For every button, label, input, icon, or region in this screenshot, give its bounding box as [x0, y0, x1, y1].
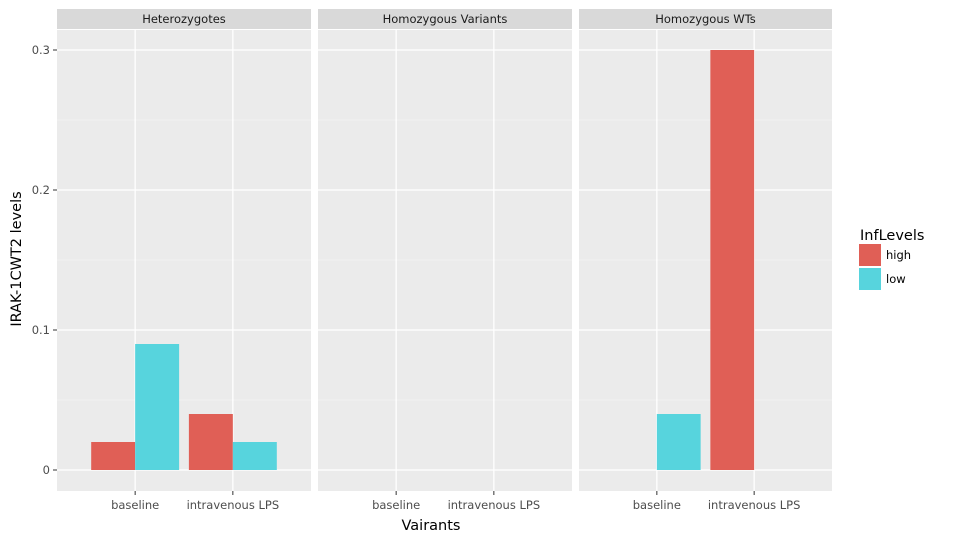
y-axis-title: IRAK-1CWT2 levels [9, 191, 25, 326]
x-tick-label: intravenous LPS [708, 498, 801, 512]
facet-strip [57, 9, 311, 29]
y-tick-label: 0 [43, 463, 50, 477]
facet-strip-label: Homozygous WTs [655, 12, 756, 26]
legend-key-high [859, 244, 881, 266]
bar-low [135, 344, 180, 470]
x-tick-label: intravenous LPS [187, 498, 280, 512]
x-tick-label: intravenous LPS [448, 498, 541, 512]
bar-high [188, 414, 233, 470]
bar-low [232, 442, 277, 470]
facet-strip [579, 9, 832, 29]
legend: InfLevels high low [859, 228, 924, 290]
y-tick-label: 0.2 [32, 183, 50, 197]
panel-background [57, 30, 311, 491]
bar-low [656, 414, 701, 470]
facet-strip-label: Homozygous Variants [383, 12, 508, 26]
y-tick-label: 0.1 [32, 323, 50, 337]
facet-strip [318, 9, 572, 29]
facet-panel: Homozygous Variants baseline intravenous L… [318, 9, 572, 512]
y-axis: 0 0.1 0.2 0.3 [32, 43, 57, 477]
facet-panel: Homozygous WTs baseline intravenous LPS [579, 9, 832, 512]
x-axis-title: Vairants [402, 518, 461, 534]
x-tick-label: baseline [111, 498, 159, 512]
x-tick-label: baseline [372, 498, 420, 512]
facet-strip-label: Heterozygotes [142, 12, 226, 26]
panel-background [318, 30, 572, 491]
legend-title: InfLevels [860, 228, 924, 244]
facet-panel: Heterozygotes baseline intravenous LPS [57, 9, 311, 512]
y-tick-label: 0.3 [32, 43, 50, 57]
panel-background [579, 30, 832, 491]
bar-high [710, 50, 755, 470]
legend-key-low [859, 268, 881, 290]
legend-label: high [886, 248, 911, 262]
x-tick-label: baseline [633, 498, 681, 512]
legend-label: low [886, 272, 906, 286]
bar-high [91, 442, 136, 470]
